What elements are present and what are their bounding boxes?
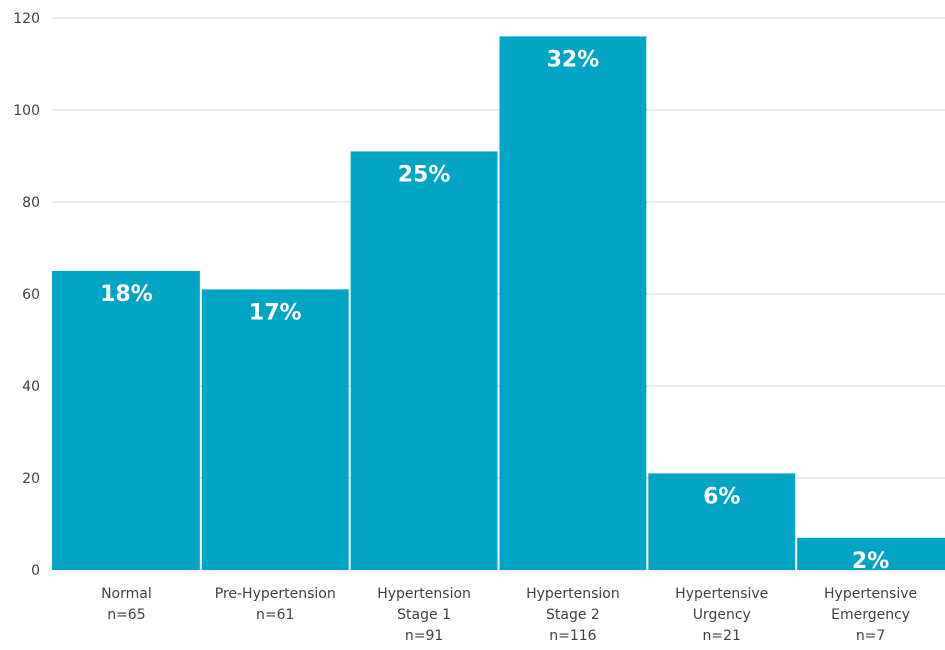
data-labels: 18% 17% 25% 32% 6% 2% [100,47,889,573]
x-tick-label: Urgency [693,607,751,623]
data-label: 32% [547,47,600,72]
x-tick-label: n=65 [107,607,145,623]
data-label: 17% [249,300,302,325]
x-tick-label: Hypertensive [675,586,768,602]
y-axis: 0 20 40 60 80 100 120 [13,11,40,579]
x-tick-label: Pre-Hypertension [215,586,336,602]
x-tick-label: Hypertensive [824,586,917,602]
y-tick-label: 80 [22,195,40,211]
x-tick-label: n=7 [856,628,886,644]
x-tick-label: Normal [101,586,152,602]
x-tick-label: Hypertension [526,586,620,602]
y-tick-label: 0 [31,563,40,579]
bar [201,289,349,570]
bar [797,537,945,570]
bar [499,36,647,570]
x-tick-label: n=21 [703,628,741,644]
y-tick-label: 20 [22,471,40,487]
x-tick-label: n=61 [256,607,294,623]
y-tick-label: 120 [13,11,40,27]
y-tick-label: 40 [22,379,40,395]
bar [648,473,796,570]
x-tick-label: Hypertension [377,586,471,602]
x-tick-label: Stage 2 [546,607,600,623]
data-label: 25% [398,162,451,187]
y-tick-label: 60 [22,287,40,303]
x-tick-label: Emergency [831,607,910,623]
y-tick-label: 100 [13,103,40,119]
data-label: 6% [703,484,740,509]
x-tick-label: n=91 [405,628,443,644]
data-label: 2% [852,549,889,574]
bars [52,36,945,570]
x-axis: Normal n=65 Pre-Hypertension n=61 Hypertensi… [101,586,917,644]
data-label: 18% [100,282,153,307]
gridlines [52,17,945,571]
bar [52,271,200,570]
x-tick-label: n=116 [549,628,596,644]
bar [350,151,498,570]
x-tick-label: Stage 1 [397,607,451,623]
